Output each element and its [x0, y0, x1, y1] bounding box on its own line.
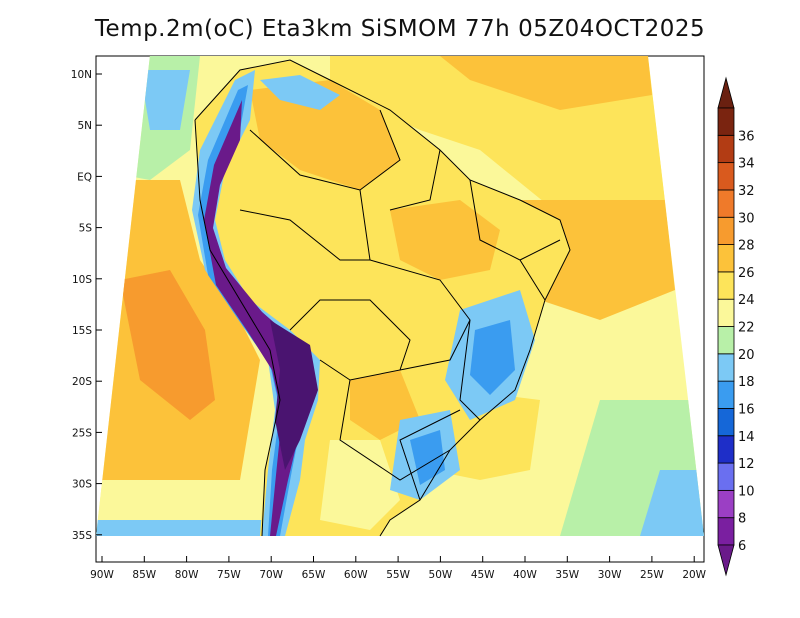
lat-label: 10N [71, 69, 92, 81]
colorbar-above-triangle [717, 76, 735, 109]
lon-label: 50W [429, 569, 453, 581]
colorbar-label: 22 [738, 321, 755, 336]
lat-label: 15S [72, 325, 92, 337]
colorbar-label: 16 [738, 402, 755, 417]
colorbar-swatch [717, 353, 735, 382]
colorbar-swatch [717, 134, 735, 164]
ocean-atlantic-south-cold [640, 470, 704, 536]
colorbar-swatch [717, 462, 735, 491]
land-warm-north [250, 80, 400, 190]
lon-label: 45W [471, 569, 495, 581]
colorbar: 6 8 10 12 14 16 18 20 22 24 26 28 30 32 34 36 [717, 76, 755, 577]
colorbar-label: 30 [738, 211, 755, 226]
lon-label: 25W [640, 569, 664, 581]
colorbar-swatch [717, 435, 735, 464]
lon-label: 30W [598, 569, 622, 581]
colorbar-swatch [717, 408, 735, 437]
ocean-pacific-south-cold [96, 520, 270, 536]
colorbar-label: 14 [738, 430, 755, 445]
map-title: Temp.2m(oC) Eta3km SiSMOM 77h 05Z04OCT20… [94, 16, 706, 42]
lon-label: 60W [344, 569, 368, 581]
altiplano-coldest [270, 320, 318, 470]
colorbar-swatch [717, 326, 735, 355]
colorbar-swatch [717, 189, 735, 218]
longitude-axis: 90W 85W 80W 75W 70W 65W 60W 55W 50W 45W 40W 35W 30W 2… [90, 556, 707, 581]
colorbar-label: 6 [738, 539, 746, 554]
ocean-warm-band [440, 56, 652, 110]
lon-label: 35W [555, 569, 579, 581]
land-pampa [320, 440, 400, 530]
land-warm-central [390, 200, 500, 280]
lat-label: EQ [77, 171, 92, 183]
lat-label: 5S [79, 223, 93, 235]
colorbar-swatch [717, 216, 735, 245]
lon-label: 90W [90, 569, 114, 581]
colorbar-label: 10 [738, 484, 755, 499]
colorbar-swatch [717, 162, 735, 191]
temperature-field [96, 56, 704, 536]
lat-label: 5N [77, 120, 92, 132]
colorbar-label: 20 [738, 348, 755, 363]
colorbar-label: 36 [738, 129, 755, 144]
ocean-pacific-hot [120, 270, 215, 420]
land-colder-highlands [470, 320, 515, 395]
lat-label: 30S [72, 479, 92, 491]
colorbar-swatch [717, 489, 735, 519]
colorbar-swatch [717, 380, 735, 409]
lat-label: 10S [72, 274, 92, 286]
lat-label: 25S [72, 427, 92, 439]
land-cold-venezuela [260, 75, 340, 110]
colorbar-label: 28 [738, 239, 755, 254]
colorbar-swatch [717, 298, 735, 327]
colorbar-label: 12 [738, 457, 755, 472]
lon-label: 70W [259, 569, 283, 581]
ocean-pacific-cold-north [140, 70, 190, 130]
colorbar-swatch [717, 517, 735, 546]
colorbar-label: 26 [738, 266, 755, 281]
lon-label: 85W [132, 569, 156, 581]
colorbar-label: 34 [738, 157, 755, 172]
lon-label: 65W [302, 569, 326, 581]
land-colder-south [410, 430, 445, 485]
colorbar-swatch [717, 244, 735, 273]
latitude-axis: 10N 5N EQ 5S 10S 15S 20S 25S 30S 35S [71, 69, 102, 542]
lon-label: 80W [175, 569, 199, 581]
colorbar-below-triangle [717, 544, 735, 577]
colorbar-label: 24 [738, 293, 755, 308]
lat-label: 20S [72, 376, 92, 388]
lon-label: 20W [682, 569, 706, 581]
lon-label: 40W [513, 569, 537, 581]
lon-label: 55W [386, 569, 410, 581]
colorbar-label: 18 [738, 375, 755, 390]
colorbar-swatch [717, 107, 735, 136]
colorbar-label: 32 [738, 184, 755, 199]
colorbar-swatch [717, 271, 735, 300]
lat-label: 35S [72, 530, 92, 542]
colorbar-label: 8 [738, 512, 746, 527]
political-borders [194, 59, 571, 537]
lon-label: 75W [217, 569, 241, 581]
